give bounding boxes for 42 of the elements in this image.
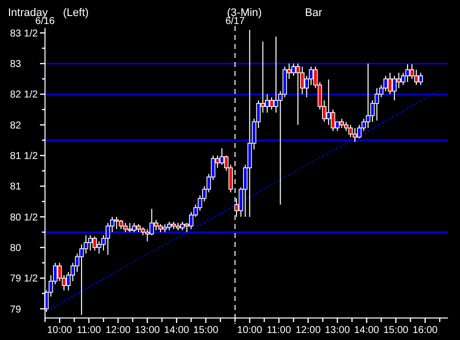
x-tick-label: 13:00 <box>324 325 350 336</box>
x-tick-label: 15:00 <box>383 325 409 336</box>
candlestick <box>330 109 336 132</box>
y-tick-label: 79 <box>10 304 22 316</box>
candlestick <box>269 96 274 110</box>
y-tick-label: 80 1/2 <box>10 212 38 224</box>
candlestick <box>410 64 414 80</box>
x-tick-label: 10:00 <box>237 325 263 336</box>
x-tick-label: 11:00 <box>266 325 292 336</box>
candlestick <box>123 222 128 233</box>
candlestick <box>154 219 158 231</box>
x-tick-label: 13:00 <box>134 325 160 336</box>
chart-title: Intraday <box>8 7 48 19</box>
candlestick <box>114 216 119 230</box>
text: Bar <box>305 7 322 19</box>
text: 6/16 <box>35 16 56 27</box>
candlestick <box>308 66 314 86</box>
candlestick <box>296 63 300 126</box>
ref-line-label: 6/17 <box>225 16 246 27</box>
candlestick <box>118 219 124 230</box>
x-tick-label: 16:00 <box>412 325 438 336</box>
y-tick-label: 83 1/2 <box>10 28 38 40</box>
y-tick-label: 83 <box>10 59 22 70</box>
candlestick <box>220 148 224 166</box>
candlestick <box>352 127 358 143</box>
y-tick-label: 81 <box>10 182 22 193</box>
y-tick-label: 82 <box>10 120 22 132</box>
y-tick-label: 82 1/2 <box>10 90 38 101</box>
x-tick-label: 15:00 <box>193 325 219 336</box>
y-tick-label: 81 1/2 <box>10 151 38 162</box>
x-tick-label: 12:00 <box>296 325 322 336</box>
candlestick <box>388 72 392 95</box>
x-tick-label: 14:00 <box>164 325 190 336</box>
y-tick-label: 79 1/2 <box>10 274 38 285</box>
y-tick-label: 80 <box>10 242 22 254</box>
x-tick-label: 11:00 <box>76 325 102 336</box>
x-tick-label: 14:00 <box>354 325 380 336</box>
text: (Left) <box>63 7 89 19</box>
x-tick-label: 10:00 <box>47 325 73 336</box>
candlestick <box>383 75 388 92</box>
candlestick <box>348 124 353 138</box>
x-tick-label: 12:00 <box>106 325 132 336</box>
